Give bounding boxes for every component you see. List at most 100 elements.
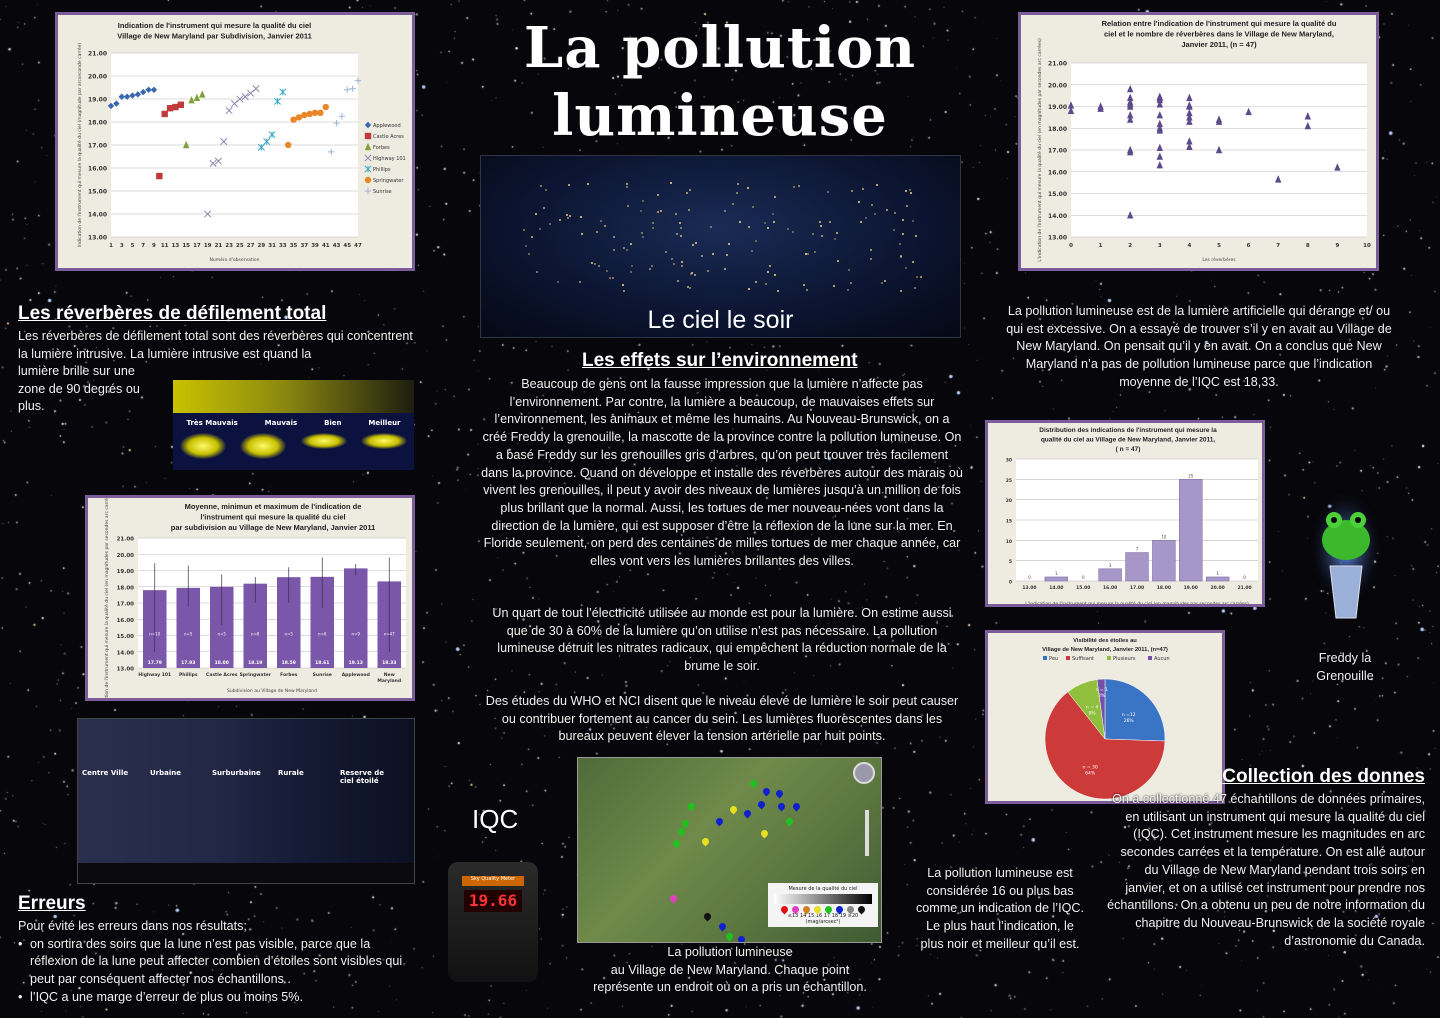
sample-pin[interactable] xyxy=(700,836,711,847)
data-point xyxy=(1304,121,1311,130)
bar xyxy=(1179,479,1203,582)
data-point xyxy=(161,110,168,118)
data-point xyxy=(364,176,372,184)
legend-entry: Castle Acres xyxy=(373,134,404,140)
sample-pin[interactable] xyxy=(724,931,735,942)
bar-value-label: 0 xyxy=(1082,575,1085,580)
bar-n-label: n=5 xyxy=(218,632,227,637)
data-point xyxy=(1067,106,1075,115)
data-point xyxy=(1275,175,1282,183)
chart-title: Moyenne, minimun et maximum de l'indicat… xyxy=(185,502,362,511)
y-tick-label: 15.00 xyxy=(88,189,107,196)
x-tick-label: 15 xyxy=(182,243,190,249)
compass-icon[interactable] xyxy=(853,762,875,784)
data-point xyxy=(273,97,282,105)
zoom-slider[interactable] xyxy=(865,810,869,856)
sample-pin[interactable] xyxy=(717,921,728,932)
sample-pin[interactable] xyxy=(714,816,725,827)
x-tick-label: 3 xyxy=(120,243,124,249)
bar-n-label: n=8 xyxy=(251,632,260,637)
data-point xyxy=(1156,111,1163,119)
legend-entry: Peu xyxy=(1049,656,1058,662)
data-point xyxy=(1334,163,1341,171)
legend-entry: Highway 101 xyxy=(373,156,406,162)
x-tick-label: 31 xyxy=(268,243,276,249)
legend-entry: Aucun xyxy=(1154,656,1170,662)
sample-pin[interactable] xyxy=(702,911,713,922)
chart-title: Visibilité des étoiles au xyxy=(1073,638,1137,644)
bar-value-label: 17.79 xyxy=(148,660,162,666)
bar-value-label: 7 xyxy=(1136,547,1139,552)
data-point xyxy=(1127,115,1134,123)
data-point xyxy=(268,131,276,139)
sample-pin[interactable] xyxy=(728,804,739,815)
data-point xyxy=(225,106,233,115)
data-point xyxy=(107,102,115,110)
sample-pin[interactable] xyxy=(756,799,767,810)
bar-value-label: 18.59 xyxy=(282,660,296,666)
sample-pin[interactable] xyxy=(668,893,679,904)
slice-percent: 26% xyxy=(1124,718,1135,724)
map-caption-line: La pollution lumineuse xyxy=(667,945,793,959)
data-point xyxy=(295,114,303,121)
data-point xyxy=(1186,108,1193,117)
x-tick-label: 39 xyxy=(311,243,319,249)
chart-title: Distribution des indications de l'instru… xyxy=(1039,427,1217,434)
title-line-1: La pollution xyxy=(523,15,917,81)
bar xyxy=(1044,576,1069,582)
data-point xyxy=(1215,145,1223,154)
sample-pin[interactable] xyxy=(774,788,785,799)
x-tick-label: 41 xyxy=(322,243,330,249)
y-tick-label: 13.00 xyxy=(1048,235,1067,242)
legend-entry: Phillips xyxy=(373,167,391,173)
y-tick-label: 19.00 xyxy=(117,569,135,575)
data-point xyxy=(322,103,329,111)
data-point xyxy=(311,109,319,117)
sample-pin[interactable] xyxy=(776,801,787,812)
x-tick-label: 1 xyxy=(109,243,113,249)
data-point xyxy=(263,137,271,146)
y-tick-label: 19.00 xyxy=(1048,104,1067,111)
data-point xyxy=(188,95,195,104)
y-tick-label: 5 xyxy=(1009,559,1012,565)
collection-text: On a collectionné 47 échantillons de don… xyxy=(1107,792,1425,948)
sample-pin[interactable] xyxy=(736,934,747,942)
reverberes-text-continued: lumière brille sur une zone de 90 degrés… xyxy=(18,364,140,414)
chart-mean-min-max: Moyenne, minimun et maximum de l'indicat… xyxy=(85,495,415,701)
sample-pin[interactable] xyxy=(761,786,772,797)
sample-pin[interactable] xyxy=(742,808,753,819)
data-point xyxy=(252,85,260,93)
x-tick-label: Sunrise xyxy=(313,672,332,678)
chart-title: qualité du ciel au Village de New Maryla… xyxy=(1041,437,1216,444)
data-point xyxy=(364,165,372,173)
sky-label: Surburbaine xyxy=(212,769,261,777)
data-point xyxy=(354,77,362,84)
sample-pin[interactable] xyxy=(759,828,770,839)
y-tick-label: 15.00 xyxy=(117,634,135,640)
data-point xyxy=(290,116,297,123)
chart-star-visibility-pie: Visibilité des étoiles au Village de New … xyxy=(985,630,1225,804)
fixture-label: Meilleur xyxy=(368,419,401,427)
erreurs-bullet: on sortira des soirs que la lune n’est p… xyxy=(30,936,403,987)
data-point xyxy=(1067,101,1075,109)
bar xyxy=(210,586,234,668)
y-tick-label: 15.00 xyxy=(1048,191,1067,198)
sample-pin[interactable] xyxy=(791,801,802,812)
x-tick-label: 7 xyxy=(1276,243,1280,249)
legend-swatch xyxy=(1043,656,1047,660)
sample-pin[interactable] xyxy=(686,801,697,812)
sample-pin[interactable] xyxy=(748,778,759,789)
bar-value-label: 17.93 xyxy=(181,660,195,666)
map-caption: La pollution lumineuse au Village de New … xyxy=(560,944,900,997)
sample-pin[interactable] xyxy=(784,816,795,827)
data-point xyxy=(113,100,120,107)
x-tick-label: Forbes xyxy=(280,672,297,678)
data-point xyxy=(150,86,158,93)
bar xyxy=(1152,540,1176,582)
chart-title: Relation entre l'indication de l'instrum… xyxy=(1102,19,1337,28)
data-point xyxy=(301,111,308,119)
title-line-2: lumineuse xyxy=(552,83,888,149)
sky-label: Reserve de ciel étoilé xyxy=(340,769,385,785)
sample-pin[interactable] xyxy=(671,838,682,849)
bar-value-label: 10 xyxy=(1161,534,1167,539)
